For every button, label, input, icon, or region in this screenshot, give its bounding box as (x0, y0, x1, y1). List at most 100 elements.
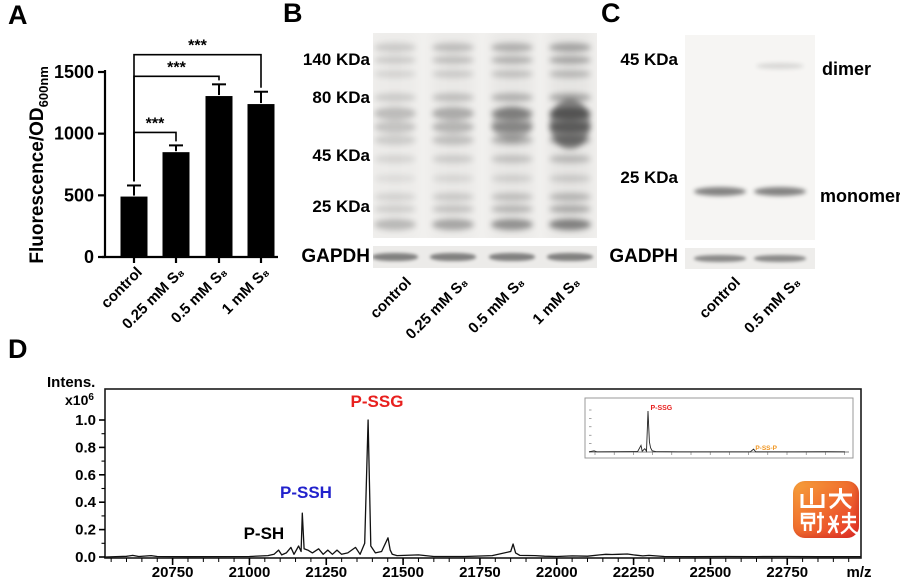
panel-b-marker-80: 80 KDa (312, 88, 370, 107)
blot-band (432, 155, 474, 163)
blot-band (491, 43, 533, 52)
panel-d-spectrum-trace (104, 419, 861, 558)
blot-band (374, 93, 416, 102)
panel-d-x-tick-label: 21500 (382, 564, 424, 581)
panel-d-letter: D (8, 334, 28, 364)
blot-band (432, 175, 474, 182)
panel-d-peak-label-pssg: P-SSG (351, 392, 404, 411)
blot-band (374, 135, 416, 145)
monomer-band (754, 187, 806, 196)
blot-band (549, 205, 591, 213)
panel-c-marker-25: 25 KDa (620, 168, 678, 187)
panel-d-y-tick-label: 0.6 (75, 467, 96, 484)
panel-b-marker-140: 140 KDa (302, 50, 370, 69)
blot-band (491, 155, 533, 163)
blot-band (549, 56, 591, 64)
panel-d-x-tick-label: 22000 (536, 564, 578, 581)
watermark-logo-glyphs (800, 488, 858, 535)
blot-band (432, 43, 474, 52)
blot-lane-wash (549, 33, 591, 238)
blot-band (549, 135, 591, 145)
blot-band (549, 43, 591, 52)
panel-d-y-tick-label: 0.0 (75, 549, 96, 566)
panel-d-inset-trace (588, 410, 846, 453)
blot-band (374, 175, 416, 182)
blot-band (374, 70, 416, 78)
blot-band (374, 193, 416, 201)
blot-band (374, 56, 416, 64)
panel-b-blot-image (373, 33, 597, 238)
blot-band (374, 205, 416, 213)
blot-band (432, 205, 474, 213)
gapdh-band (489, 253, 535, 261)
panel-b-marker-45: 45 KDa (312, 146, 370, 165)
logo-char-da-icon (829, 488, 852, 510)
blot-band (374, 43, 416, 52)
panel-a-significance-stars: *** (167, 59, 186, 76)
blot-band (549, 121, 591, 133)
panel-d-chart: 0.0 0.2 0.4 0.6 0.8 1.0 20750 21000 21250 21500 21… (47, 374, 872, 581)
panel-a-y-tick-label: 1000 (54, 124, 94, 144)
blot-band (374, 219, 416, 230)
blot-band (432, 70, 474, 78)
panel-d-x-tick-label: 21250 (305, 564, 347, 581)
blot-band (491, 205, 533, 213)
panel-a-bar (205, 96, 233, 257)
panel-a-letter: A (8, 0, 28, 30)
blot-band (374, 121, 416, 133)
watermark-logo: 山大融媒 (793, 481, 859, 538)
blot-band (432, 93, 474, 102)
panel-a-bar (247, 104, 275, 257)
panel-d-x-axis-title: m/z (846, 564, 871, 581)
blot-band (491, 135, 533, 145)
logo-char-rong-icon (800, 512, 824, 534)
blot-band (549, 155, 591, 163)
blot-band (549, 193, 591, 201)
panel-a-bar (120, 196, 148, 257)
blot-band (491, 107, 533, 120)
panel-c-monomer-label: monomer (820, 186, 900, 206)
blot-band (374, 107, 416, 120)
blot-band (432, 193, 474, 201)
gadph-band (694, 255, 746, 262)
panel-d-inset-label-pssp: P-SS-P (755, 445, 777, 452)
blot-band (491, 93, 533, 102)
panel-b-gapdh-strip (373, 246, 597, 268)
blot-band (549, 175, 591, 182)
panel-d-x-tick-label: 22750 (766, 564, 808, 581)
panel-d-frame (104, 388, 862, 559)
panel-a-significance-stars: *** (146, 115, 165, 132)
panel-d-y-tick-label: 0.2 (75, 522, 96, 539)
blot-band (549, 219, 591, 230)
panel-d-y-tick-label: 0.8 (75, 439, 96, 456)
monomer-band (694, 187, 746, 196)
panel-c-letter: C (601, 0, 621, 28)
blot-band (432, 56, 474, 64)
gadph-band (754, 255, 806, 262)
panel-d-y-tick-label: 0.4 (75, 494, 97, 511)
gapdh-band (547, 253, 593, 261)
panel-d-x-tick-label: 20750 (152, 564, 194, 581)
panel-d-x-tick-label: 22250 (613, 564, 655, 581)
panel-a-y-tick-label: 1500 (54, 62, 94, 82)
panel-d-inset-chart: P-SSG P-SS-P (584, 397, 854, 459)
blot-band (491, 175, 533, 182)
panel-b-marker-25: 25 KDa (312, 197, 370, 216)
panel-d-x-tick-label: 22500 (690, 564, 732, 581)
panel-d-y-tick-label: 1.0 (75, 412, 96, 429)
blot-band (491, 70, 533, 78)
panel-d-y-axis-scale: x106 (65, 392, 94, 408)
panel-d-y-axis-title: Intens. (47, 374, 95, 391)
blot-band (374, 155, 416, 163)
panel-c-dimer-label: dimer (822, 59, 872, 79)
panel-b-loading-label: GAPDH (301, 246, 370, 267)
blot-band (432, 219, 474, 230)
panel-b-letter: B (283, 0, 303, 28)
panel-a-y-tick-label: 500 (64, 185, 94, 205)
blot-band (491, 219, 533, 230)
panel-a-significance-stars: *** (188, 38, 207, 55)
panel-c-loading-label: GADPH (609, 246, 678, 267)
gapdh-band (373, 253, 418, 261)
